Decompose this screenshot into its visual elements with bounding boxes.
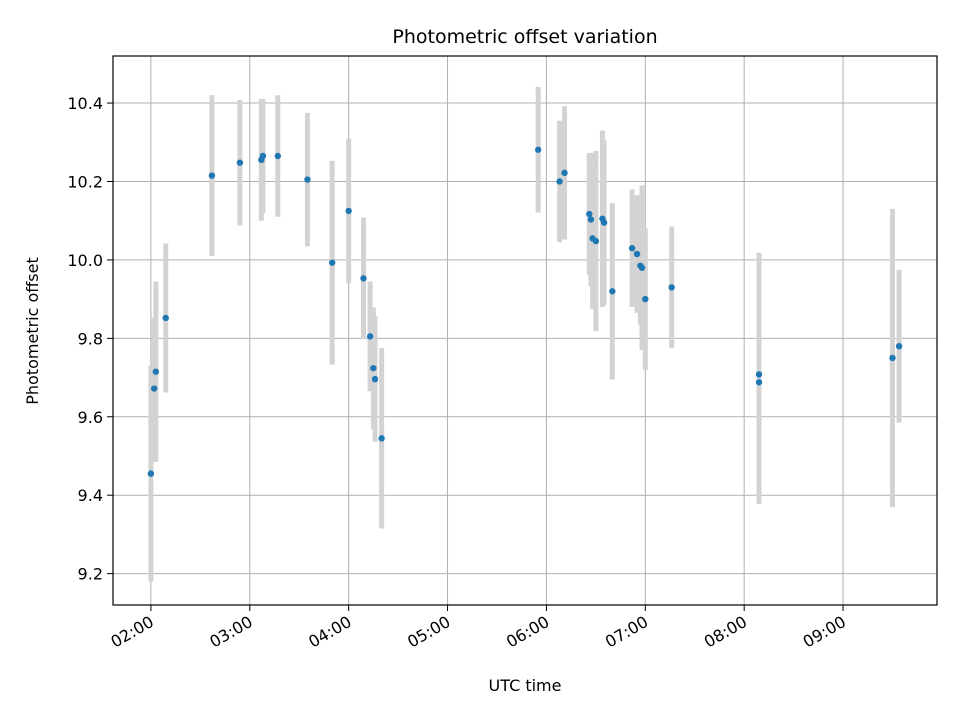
data-point (328, 259, 336, 266)
data-point (304, 176, 311, 183)
data-point (236, 159, 244, 166)
x-axis-label: UTC time (489, 676, 562, 695)
data-points (147, 146, 903, 477)
data-point (755, 379, 763, 386)
data-point (534, 146, 542, 153)
data-point (642, 295, 649, 303)
data-point (755, 371, 763, 378)
data-point (147, 470, 155, 477)
data-point (371, 375, 379, 383)
y-axis-label: Photometric offset (23, 257, 42, 405)
y-tick-label: 10.4 (67, 94, 103, 113)
data-point (609, 288, 616, 295)
y-tick-label: 9.6 (78, 408, 103, 427)
y-tick-label: 10.0 (67, 251, 103, 270)
data-point (600, 219, 608, 226)
y-tick-label: 9.8 (78, 329, 103, 348)
data-point (628, 244, 636, 252)
data-point (274, 152, 281, 160)
y-tick-label: 9.4 (78, 486, 103, 505)
data-point (378, 435, 385, 442)
data-point (151, 385, 158, 392)
data-point (561, 169, 568, 177)
data-point (592, 237, 600, 245)
data-point (668, 284, 675, 291)
data-point (370, 364, 377, 372)
data-point (360, 275, 367, 282)
data-point (587, 216, 595, 223)
data-point (259, 152, 267, 160)
data-point (345, 207, 352, 215)
data-point (208, 172, 216, 179)
data-point (586, 210, 593, 218)
data-point (889, 354, 896, 362)
plot-frame (112, 55, 938, 606)
data-point (366, 333, 374, 340)
y-axis-ticks: 9.2 9.4 9.6 9.8 10.0 10.2 10.4 (67, 94, 113, 584)
y-tick-label: 10.2 (67, 172, 103, 191)
data-point (638, 264, 646, 271)
chart-title: Photometric offset variation (392, 26, 657, 48)
data-point (152, 368, 160, 375)
data-point (556, 178, 563, 185)
data-point (633, 250, 641, 258)
data-point (895, 342, 903, 350)
data-point (162, 314, 169, 322)
y-tick-label: 9.2 (78, 565, 103, 584)
